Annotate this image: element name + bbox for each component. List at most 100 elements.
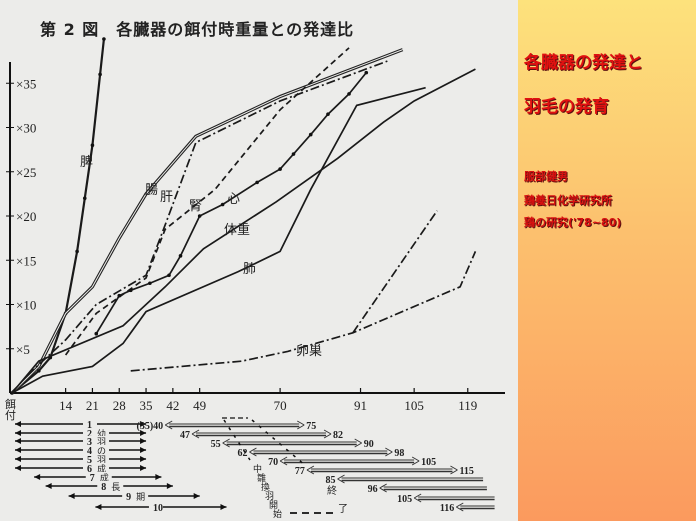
arrow-head: [279, 456, 288, 466]
data-point: [308, 132, 313, 137]
series-label: 心: [227, 191, 240, 206]
series-line-卵巣: [130, 251, 477, 372]
arrow-head: [249, 447, 257, 457]
data-point: [347, 92, 351, 96]
data-point: [117, 293, 122, 298]
molt-start-text: 始: [273, 508, 282, 519]
figure-title: 第 2 図 各臓器の餌付時重量との発達比: [40, 20, 355, 39]
series-label: 脾: [80, 154, 93, 169]
row-note: 成: [100, 472, 109, 483]
y-tick-label: ×15: [16, 253, 36, 268]
y-tick-label: ×25: [16, 165, 36, 180]
molt-start-label: 55: [211, 439, 221, 450]
data-point: [102, 37, 106, 41]
series-label: 肺: [243, 261, 256, 276]
molt-end-text: 終: [327, 484, 337, 497]
source: 鶏の研究('78~80): [524, 216, 622, 229]
data-point: [148, 281, 152, 286]
x-tick-label: 70: [274, 398, 287, 413]
label-bg: [83, 463, 109, 473]
molt-start-label: 62: [237, 448, 247, 459]
series-line-腸-inner: [11, 49, 403, 394]
x-tick-label: 119: [458, 398, 477, 413]
series-label: 卵巣: [296, 343, 322, 358]
y-tick-label: ×10: [16, 298, 36, 313]
data-point: [98, 72, 102, 77]
data-point: [167, 273, 171, 278]
molt-start-label: 96: [368, 484, 378, 495]
series-line-腎: [64, 47, 350, 356]
y-tick-label: ×30: [16, 121, 36, 136]
side-panel: 各臓器の発達と 羽毛の発育 服部健男 鶏養日化学研究所 鶏の研究('78~80): [518, 0, 696, 521]
label-bg: [83, 454, 109, 464]
data-point: [220, 202, 225, 207]
arrow-head: [354, 438, 362, 448]
row-number: 4: [87, 446, 92, 457]
data-point: [82, 196, 87, 201]
y-tick-label: ×35: [16, 76, 36, 91]
arrow-head: [379, 483, 387, 493]
row-number: 6: [87, 464, 92, 475]
label-bg: [83, 445, 109, 455]
data-point: [326, 112, 330, 117]
molt-end-label: 75: [306, 421, 316, 432]
label-bg: [83, 436, 109, 446]
data-point: [291, 152, 296, 156]
y-tick-label: ×20: [16, 209, 36, 224]
label-bg: [83, 428, 109, 438]
arrow-head: [450, 465, 458, 475]
molt-start-label: 85: [326, 475, 336, 486]
molt-end-label: 115: [459, 466, 473, 477]
side-heading-line1: 各臓器の発達と: [524, 53, 643, 73]
arrow-head: [337, 474, 345, 484]
data-point: [37, 369, 41, 373]
x-origin-label: 付: [5, 409, 16, 422]
series-label: 腎: [189, 198, 202, 213]
row-note: 長: [111, 482, 120, 492]
molt-start-label: 105: [397, 494, 412, 505]
data-point: [278, 167, 282, 171]
data-point: [364, 70, 369, 75]
molt-start-label: 77: [295, 466, 305, 477]
series-line-腸: [10, 48, 404, 395]
x-tick-label: 35: [140, 398, 153, 413]
arrow-head: [411, 456, 420, 466]
data-point: [255, 180, 259, 185]
molt-start-label: 70: [268, 457, 278, 468]
arrow-head: [222, 438, 230, 448]
x-tick-label: 42: [166, 398, 179, 413]
row-number: 3: [87, 437, 92, 448]
row-number: 5: [87, 455, 92, 466]
molt-start-text: 換: [261, 481, 270, 492]
arrow-head: [413, 493, 422, 503]
data-point: [94, 331, 99, 336]
x-tick-label: 28: [113, 398, 126, 413]
author: 服部健男: [524, 170, 568, 183]
arrow-head: [456, 502, 464, 512]
data-point: [128, 288, 133, 293]
row-number: 7: [90, 473, 95, 484]
data-point: [197, 214, 202, 218]
row-number: 10: [153, 503, 163, 514]
x-tick-label: 14: [59, 398, 73, 413]
row-note: 羽: [97, 437, 106, 447]
molt-start-text: 開: [269, 500, 278, 510]
arrow-head: [306, 465, 315, 475]
row-note: の: [97, 446, 106, 456]
label-bg: [97, 481, 124, 491]
molt-end-text: 了: [338, 503, 348, 515]
x-origin-label: 餌: [5, 397, 16, 411]
series-label: 体重: [224, 222, 250, 237]
series-line-体重: [11, 68, 476, 394]
molt-start-label: 47: [180, 430, 190, 441]
arrow-head: [323, 429, 332, 439]
molt-end-label: 90: [364, 439, 374, 450]
arrow-head: [297, 420, 305, 430]
molt-start-text: 中: [253, 463, 262, 474]
molt-start-text: 羽: [265, 491, 274, 501]
data-point: [75, 249, 79, 254]
label-bg: [83, 419, 97, 429]
arrow-head: [191, 429, 200, 439]
row-number: 9: [126, 492, 131, 503]
